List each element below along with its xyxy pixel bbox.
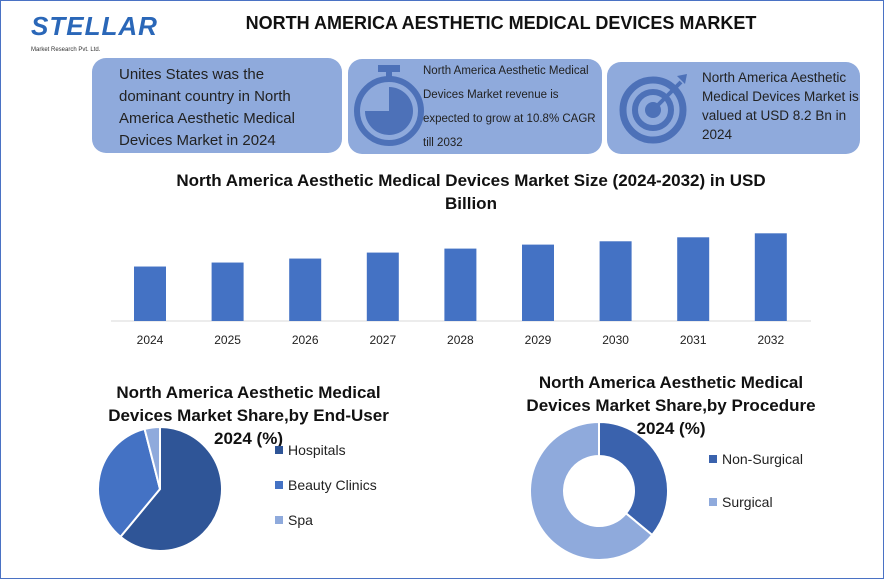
x-tick-label: 2032 — [757, 333, 785, 347]
legend-label: Spa — [288, 512, 313, 528]
bar-2024 — [134, 266, 166, 321]
card-text: Unites States was the dominant country i… — [119, 66, 295, 149]
legend-item: Non-Surgical — [709, 451, 803, 467]
bar-chart-title: North America Aesthetic Medical Devices … — [176, 171, 766, 213]
slice-hospitals — [119, 425, 223, 552]
card-cagr: North America Aesthetic Medical Devices … — [348, 59, 602, 154]
donut-procedure — [529, 420, 669, 561]
bar-2025 — [211, 262, 244, 321]
x-tick-label: 2030 — [602, 333, 629, 347]
slice-non-surgical — [598, 420, 669, 537]
x-tick-label: 2026 — [291, 333, 319, 347]
card-text: North America Aesthetic Medical Devices … — [702, 70, 859, 142]
bar-2029 — [522, 244, 554, 321]
x-tick-label: 2029 — [524, 333, 552, 347]
bar-chart — [111, 233, 811, 322]
legend-swatch — [709, 455, 717, 463]
donut-procedure-title: North America Aesthetic Medical Devices … — [526, 373, 816, 438]
target-icon — [619, 74, 687, 144]
pie-enduser-title: North America Aesthetic Medical Devices … — [108, 383, 389, 448]
slice-beauty-clinics — [97, 427, 162, 539]
legend-item: Hospitals — [275, 442, 346, 458]
legend-label: Beauty Clinics — [288, 477, 377, 493]
pie-enduser — [97, 425, 223, 552]
bar-2027 — [366, 252, 399, 321]
card-valuation: North America Aesthetic Medical Devices … — [607, 62, 860, 154]
card-dominant-country: Unites States was the dominant country i… — [92, 58, 342, 153]
legend-swatch — [709, 498, 717, 506]
x-tick-label: 2031 — [679, 333, 707, 347]
x-tick-label: 2027 — [369, 333, 397, 347]
bar-2031 — [677, 237, 710, 321]
legend-item: Surgical — [709, 494, 773, 510]
bar-2026 — [289, 258, 322, 321]
legend-label: Hospitals — [288, 442, 346, 458]
x-tick-label: 2028 — [447, 333, 474, 347]
legend-swatch — [275, 446, 283, 454]
page-title: NORTH AMERICA AESTHETIC MEDICAL DEVICES … — [245, 13, 757, 33]
slice-surgical — [529, 420, 654, 561]
bar-2032 — [754, 233, 787, 321]
bar-2030 — [599, 241, 632, 321]
legend-item: Spa — [275, 512, 313, 528]
legend-item: Beauty Clinics — [275, 477, 377, 493]
card-text: North America Aesthetic Medical Devices … — [423, 65, 596, 149]
bar-2028 — [444, 248, 477, 321]
stopwatch-icon — [354, 65, 424, 146]
legend-label: Non-Surgical — [722, 451, 803, 467]
slice-spa — [143, 425, 161, 490]
legend-label: Surgical — [722, 494, 773, 510]
legend-swatch — [275, 481, 283, 489]
logo: STELLAR — [31, 11, 158, 41]
legend-swatch — [275, 516, 283, 524]
x-tick-label: 2024 — [136, 333, 164, 347]
x-tick-label: 2025 — [214, 333, 241, 347]
logo-subtitle: Market Research Pvt. Ltd. — [31, 47, 101, 53]
